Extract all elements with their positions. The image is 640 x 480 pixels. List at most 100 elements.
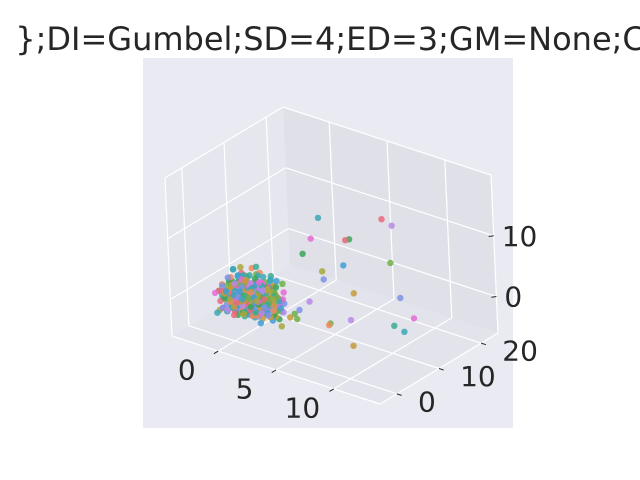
axes-grid: [164, 106, 499, 405]
scatter-point: [253, 297, 260, 305]
grid-line-y-left: [181, 167, 190, 326]
scatter-points: [211, 214, 418, 349]
pane-edge: [164, 177, 173, 337]
scatter-point: [347, 316, 355, 324]
scatter-point: [226, 296, 234, 303]
grid-line-z-left: [167, 167, 287, 240]
scatter-point: [340, 262, 347, 269]
scatter-point: [401, 328, 408, 335]
scatter-point: [238, 295, 246, 303]
x-tick: [271, 369, 277, 374]
scatter-point: [234, 272, 242, 279]
scatter-point: [296, 306, 303, 314]
scatter-point: [326, 321, 333, 329]
z-tick-label: 10: [502, 220, 538, 253]
y-tick: [396, 393, 402, 396]
scatter-point: [307, 235, 314, 242]
scatter-point: [397, 294, 404, 302]
pane-edge: [282, 106, 492, 176]
scatter-point: [252, 263, 260, 270]
scatter-point: [279, 280, 286, 287]
scatter-point: [259, 273, 267, 281]
grid-line-x-back: [386, 140, 395, 300]
grid-line-y-left: [265, 117, 274, 276]
y-tick-label: 0: [418, 385, 436, 418]
scatter-point: [257, 320, 265, 327]
scatter-point: [306, 298, 313, 305]
scatter-point: [260, 296, 268, 303]
scatter-point: [265, 312, 272, 319]
scatter-point: [231, 280, 239, 287]
x-tick-label: 0: [178, 354, 196, 387]
scatter-point: [294, 315, 301, 323]
x-tick-label: 5: [236, 372, 254, 405]
y-tick: [480, 342, 487, 346]
scatter-point: [219, 304, 227, 311]
scatter-point: [280, 289, 287, 296]
scatter-point: [236, 288, 243, 295]
scatter-point: [350, 342, 357, 349]
scatter-point: [274, 294, 281, 301]
scatter-point: [211, 289, 219, 297]
scatter-point: [273, 278, 280, 285]
scatter-point: [320, 276, 327, 283]
scatter-point: [240, 310, 247, 318]
scatter-point: [242, 277, 249, 284]
y-tick-label: 10: [460, 360, 496, 393]
y-tick: [438, 368, 444, 371]
scatter-point: [222, 288, 230, 295]
scatter-point: [229, 266, 237, 273]
grid-line-y-floor: [272, 274, 482, 344]
grid-line-x-back: [444, 159, 453, 318]
scatter-point: [391, 322, 398, 329]
grid-line-z-back: [285, 167, 494, 237]
grid-line-y-floor: [188, 325, 398, 395]
z-tick-label: 0: [504, 281, 522, 314]
scatter-point: [245, 295, 252, 302]
scatter-point: [319, 268, 326, 275]
x-tick: [213, 350, 219, 355]
scatter-point: [224, 274, 231, 281]
scatter-point: [258, 309, 265, 317]
z-tick: [491, 296, 497, 298]
z-tick: [488, 235, 494, 238]
scatter-point: [237, 264, 244, 271]
scatter-point: [270, 307, 277, 314]
scatter-point: [261, 304, 268, 311]
scatter-point: [214, 309, 221, 316]
scatter-point: [299, 250, 306, 257]
scatter-point: [252, 309, 259, 316]
y-tick-label: 20: [502, 335, 538, 368]
axis-ticks: [213, 235, 497, 396]
scatter-point: [410, 315, 418, 322]
scatter-point: [246, 272, 253, 279]
pane-edge: [164, 106, 284, 179]
scatter-point: [259, 287, 267, 294]
scatter-point: [314, 214, 322, 222]
chart-title: };DI=Gumbel;SD=4;ED=3;GM=None;C: [15, 20, 640, 58]
x-tick: [329, 388, 335, 392]
scatter-point: [219, 282, 226, 289]
x-tick-label: 10: [285, 391, 321, 424]
scatter-point: [291, 310, 298, 317]
scatter-point: [388, 222, 395, 229]
scatter-point: [247, 303, 255, 311]
scatter-point: [342, 237, 349, 244]
scatter-point: [387, 259, 394, 267]
scatter-point: [264, 287, 272, 294]
pane-edge: [490, 174, 499, 334]
scatter-point: [251, 275, 259, 282]
scatter-point: [272, 284, 280, 291]
scatter-point: [378, 216, 385, 223]
scatter-point: [278, 323, 285, 330]
scatter-point: [277, 305, 284, 312]
scatter-point: [267, 276, 274, 283]
scatter-point: [224, 306, 231, 314]
grid-line-z-left: [170, 228, 289, 301]
scatter-point: [255, 279, 263, 286]
grid-line-x-back: [328, 122, 337, 281]
scatter-point: [248, 289, 255, 296]
scatter-point: [231, 311, 238, 319]
